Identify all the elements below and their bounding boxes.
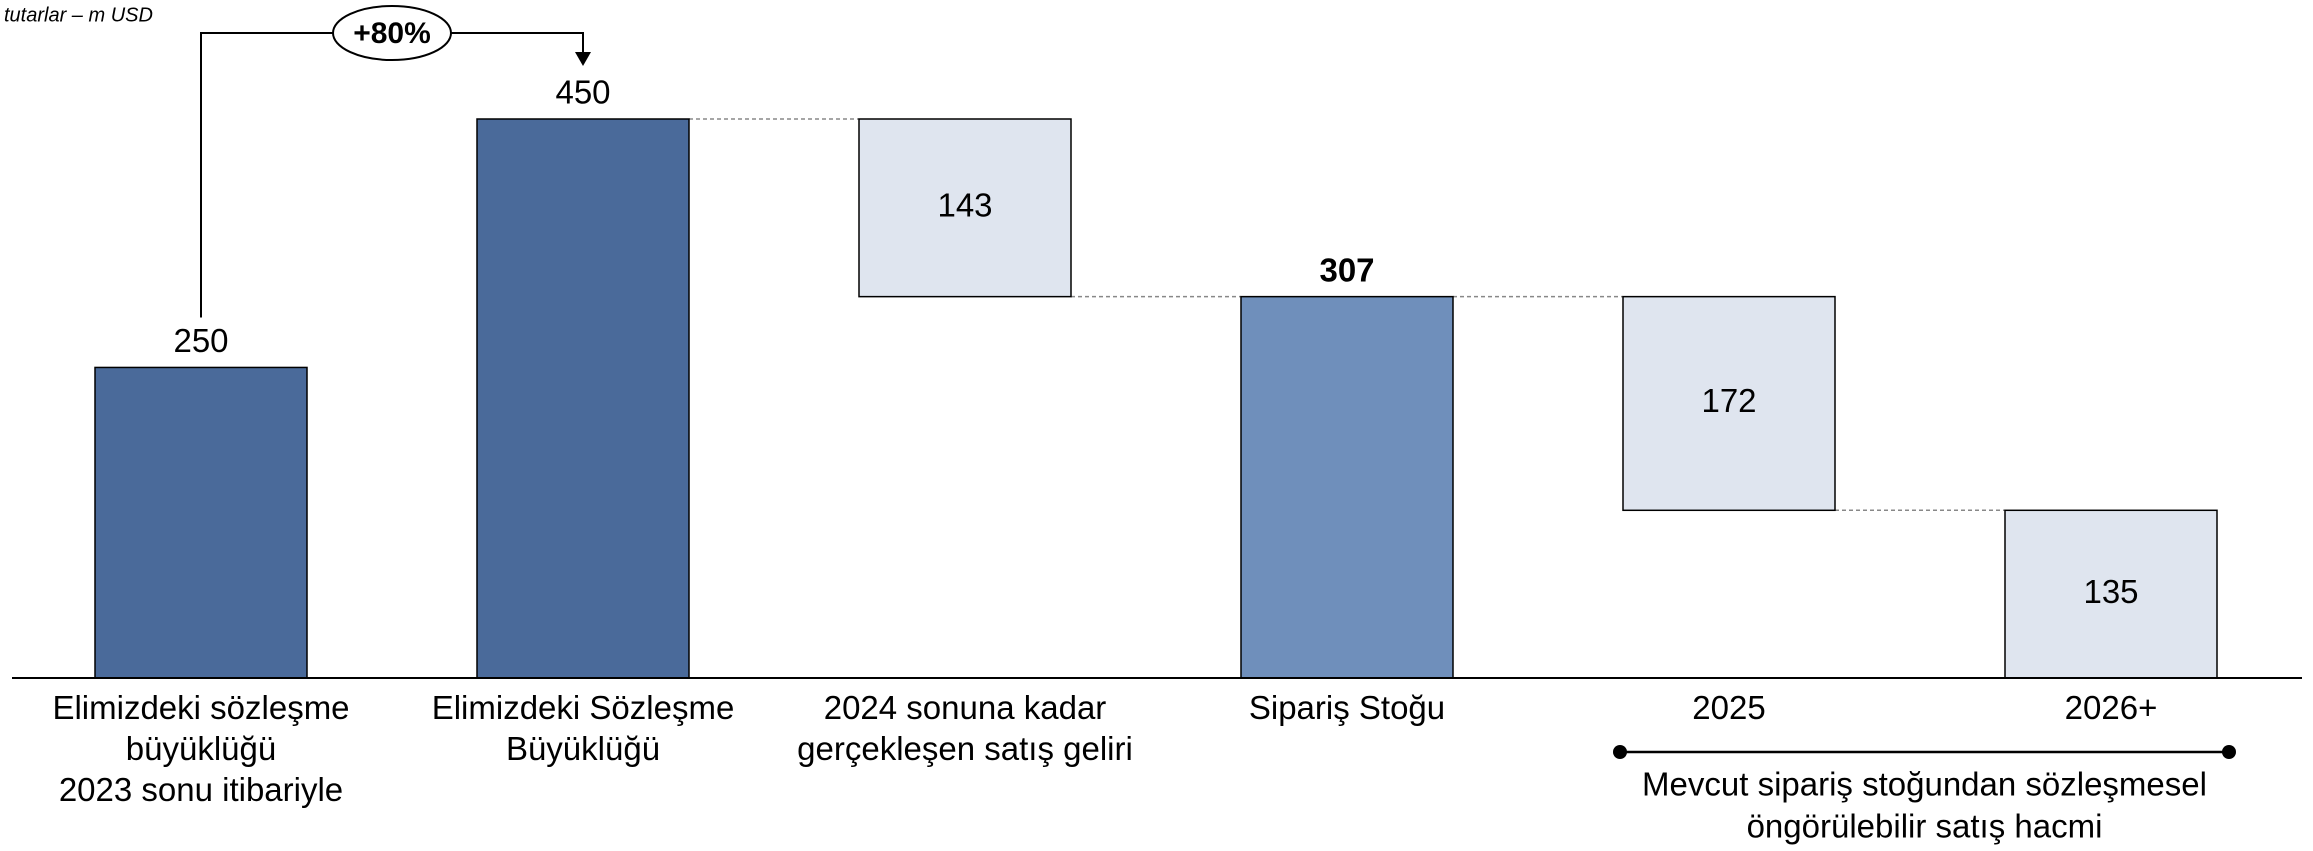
x-tick-line: Elimizdeki sözleşme <box>52 689 349 726</box>
bracket-dot <box>2222 745 2236 759</box>
value-label: 250 <box>173 322 228 359</box>
bar <box>858 118 1072 298</box>
x-tick-line: 2025 <box>1692 689 1765 726</box>
growth-label: +80% <box>353 17 431 50</box>
x-tick-line: büyüklüğü <box>126 730 276 767</box>
bracket-dot <box>1613 745 1627 759</box>
bar <box>94 366 308 679</box>
bracket-label: Mevcut sipariş stoğundan sözleşmesel <box>1642 766 2207 803</box>
x-tick-label: 2024 sonuna kadar gerçekleşen satış gelir… <box>797 689 1133 767</box>
x-tick-line: 2026+ <box>2065 689 2158 726</box>
x-tick-line: Büyüklüğü <box>506 730 660 767</box>
growth-bubble <box>332 5 452 61</box>
bracket-label: öngörülebilir satış hacmi <box>1747 808 2103 845</box>
bar <box>476 118 690 679</box>
x-tick-line: 2023 sonu itibariyle <box>59 771 343 808</box>
arrow-head <box>575 52 591 66</box>
value-label: 307 <box>1319 251 1374 288</box>
x-tick-label: Elimizdeki sözleşme büyüklüğü 2023 sonu it… <box>52 689 349 808</box>
bar <box>1240 295 1454 679</box>
x-tick-label: Elimizdeki Sözleşme Büyüklüğü <box>432 689 735 767</box>
value-label: 143 <box>937 187 992 224</box>
value-label: 450 <box>555 74 610 111</box>
value-label: 172 <box>1701 382 1756 419</box>
x-tick-line: Elimizdeki Sözleşme <box>432 689 735 726</box>
unit-note: tutarlar – m USD <box>4 4 153 26</box>
x-tick-label: 2025 <box>1692 689 1765 726</box>
x-tick-label: Sipariş Stoğu <box>1249 689 1445 726</box>
x-tick-line: gerçekleşen satış geliri <box>797 730 1133 767</box>
bar <box>2004 509 2218 679</box>
bar <box>1622 295 1836 512</box>
value-label: 135 <box>2083 573 2138 610</box>
x-tick-label: 2026+ <box>2065 689 2158 726</box>
x-tick-line: Sipariş Stoğu <box>1249 689 1445 726</box>
x-tick-line: 2024 sonuna kadar <box>824 689 1107 726</box>
